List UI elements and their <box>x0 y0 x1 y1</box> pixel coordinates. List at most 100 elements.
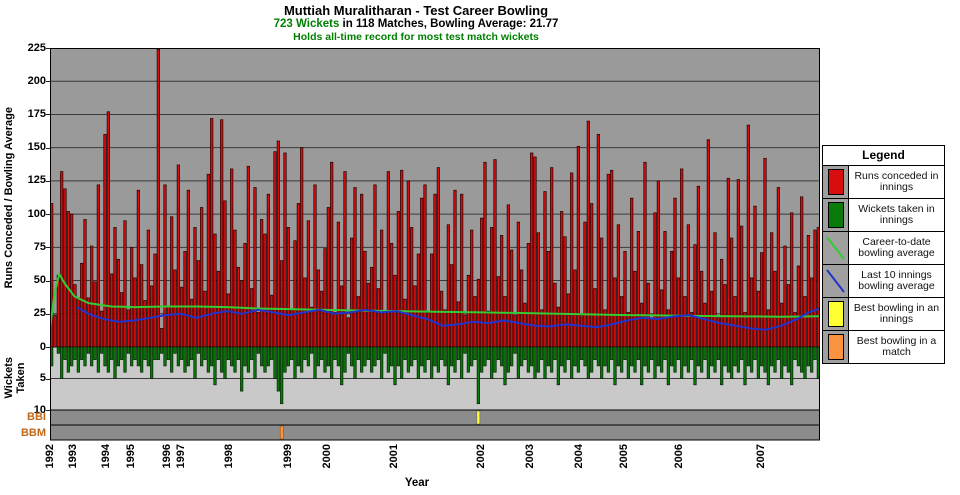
wickets-bar <box>786 346 790 373</box>
runs-bar <box>333 312 337 348</box>
wickets-bar <box>420 346 424 367</box>
wickets-bar <box>313 346 317 379</box>
runs-bar <box>156 48 160 348</box>
runs-bar <box>550 167 554 348</box>
wickets-bar <box>133 346 137 360</box>
y-tick-mark <box>46 180 50 182</box>
runs-bar <box>736 179 740 348</box>
runs-bar <box>180 286 184 348</box>
runs-bar <box>543 191 547 348</box>
wickets-bar <box>200 346 204 367</box>
wickets-bar <box>586 346 590 379</box>
runs-bar <box>400 169 404 348</box>
wickets-bar <box>86 346 90 354</box>
x-tick-label-text: 1997 <box>174 444 187 469</box>
wickets-bar <box>470 346 474 367</box>
runs-bar <box>113 227 117 348</box>
runs-bar <box>320 290 324 348</box>
runs-bar <box>193 227 197 348</box>
wickets-bar <box>396 346 400 367</box>
runs-bar <box>513 314 517 348</box>
legend-item: Wickets taken in innings <box>823 199 944 232</box>
runs-bar <box>376 288 380 348</box>
runs-bar <box>510 249 514 348</box>
wickets-bar <box>96 346 100 373</box>
wickets-bar <box>553 346 557 360</box>
wickets-bar <box>773 346 777 373</box>
runs-bar <box>300 147 304 348</box>
runs-bar <box>806 235 810 348</box>
wickets-bar <box>710 346 714 367</box>
runs-bar <box>470 229 474 348</box>
runs-bar <box>670 250 674 348</box>
wickets-bar <box>413 346 417 360</box>
runs-bar <box>170 216 174 348</box>
wickets-bar <box>483 346 487 367</box>
wickets-bar <box>140 346 144 373</box>
wickets-bar <box>673 346 677 373</box>
wickets-bar <box>56 346 60 354</box>
runs-bar <box>733 296 737 348</box>
legend-line-sample <box>826 269 845 293</box>
legend-line-glyph <box>826 269 845 293</box>
wickets-bar <box>456 346 460 360</box>
runs-bar <box>606 173 610 348</box>
wickets-bar <box>803 346 807 379</box>
runs-bar <box>230 168 234 348</box>
wickets-bar <box>736 346 740 373</box>
wickets-bar <box>783 346 787 367</box>
x-tick-label-text: 2007 <box>754 444 767 469</box>
runs-bar <box>423 184 427 348</box>
wickets-bar <box>443 346 447 367</box>
wickets-bar <box>130 346 134 367</box>
runs-bar <box>196 260 200 348</box>
chart-title: Muttiah Muralitharan - Test Career Bowli… <box>283 3 549 18</box>
wickets-bar <box>793 346 797 360</box>
wickets-bar <box>776 346 780 360</box>
wickets-bar <box>106 346 110 373</box>
runs-bar <box>56 274 60 348</box>
wickets-bar <box>170 346 174 373</box>
wickets-bar <box>696 346 700 367</box>
runs-bar <box>336 221 340 348</box>
bbi-row <box>50 410 820 425</box>
wickets-bar <box>740 346 744 360</box>
wickets-bar <box>60 346 64 379</box>
bbi-marker <box>476 410 481 425</box>
wickets-bar <box>430 346 434 379</box>
runs-bar <box>273 151 277 348</box>
wickets-bar <box>463 346 467 354</box>
wickets-bar <box>713 346 717 373</box>
wickets-bar <box>76 346 80 373</box>
wickets-bar <box>623 346 627 360</box>
x-tick-label-text: 1992 <box>44 444 56 469</box>
wickets-bar <box>510 346 514 367</box>
wickets-bar <box>213 346 217 386</box>
wickets-bar <box>536 346 540 373</box>
runs-bar <box>463 314 467 348</box>
runs-bar <box>330 161 334 348</box>
legend-title: Legend <box>823 146 944 166</box>
runs-bar <box>256 312 260 348</box>
wickets-bar <box>163 346 167 367</box>
wickets-bar <box>380 346 384 379</box>
y-axis-title-text: Runs Conceded / Bowling Average <box>3 106 15 289</box>
wickets-bar <box>383 346 387 354</box>
bbi-label: BBI <box>27 411 46 423</box>
wickets-bar <box>120 346 124 360</box>
wickets-bar <box>730 346 734 379</box>
runs-bar <box>63 188 67 348</box>
y-tick-mark <box>46 147 50 149</box>
wickets-bar <box>136 346 140 367</box>
plot-area <box>50 48 820 441</box>
legend-color-box <box>827 169 844 195</box>
runs-bar <box>406 180 410 348</box>
runs-bar <box>743 312 747 348</box>
wickets-bar <box>280 346 284 405</box>
x-tick-label-text: 2001 <box>388 444 401 469</box>
wickets-bar <box>643 346 647 367</box>
runs-bar <box>613 277 617 348</box>
runs-bar <box>430 253 434 348</box>
wickets-bar <box>113 346 117 379</box>
runs-bar <box>306 220 310 348</box>
